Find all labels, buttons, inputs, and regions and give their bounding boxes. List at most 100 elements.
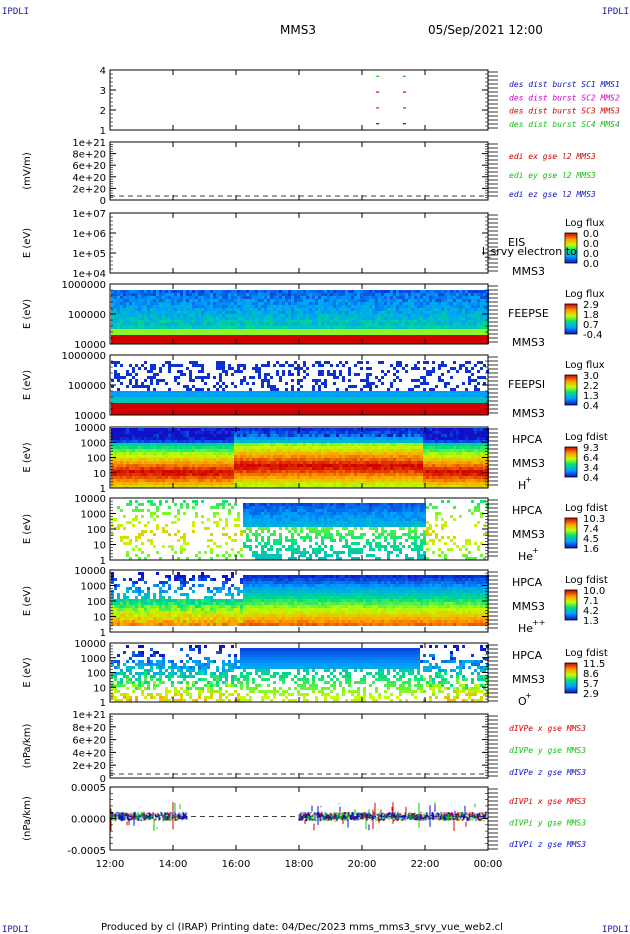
heatmap-cell <box>207 290 210 293</box>
heatmap-cell <box>426 296 429 299</box>
heatmap-cell <box>180 364 183 367</box>
heatmap-cell <box>225 308 228 311</box>
heatmap-cell <box>459 397 462 400</box>
heatmap-cell <box>174 458 177 461</box>
heatmap-cell <box>459 293 462 296</box>
heatmap-cell <box>243 446 246 449</box>
heatmap-cell <box>270 412 273 415</box>
heatmap-cell <box>366 308 369 311</box>
heatmap-cell <box>201 452 204 455</box>
heatmap-cell <box>321 299 324 302</box>
heatmap-cell <box>462 296 465 299</box>
heatmap-cell <box>291 317 294 320</box>
heatmap-cell <box>258 326 261 329</box>
heatmap-cell <box>465 361 468 364</box>
heatmap-cell <box>222 391 225 394</box>
heatmap-cell <box>357 320 360 323</box>
heatmap-cell <box>447 338 450 341</box>
heatmap-cell <box>396 406 399 409</box>
heatmap-cell <box>288 290 291 293</box>
heatmap-cell <box>441 400 444 403</box>
heatmap-cell <box>126 338 129 341</box>
heatmap-cell <box>462 335 465 338</box>
legend-entry-0-0: des dist burst SC1 MMS1 <box>509 80 620 89</box>
heatmap-cell <box>279 394 282 397</box>
heatmap-cell <box>321 290 324 293</box>
heatmap-cell <box>252 397 255 400</box>
heatmap-cell <box>372 394 375 397</box>
heatmap-cell <box>378 302 381 305</box>
heatmap-cell <box>414 403 417 406</box>
heatmap-cell <box>234 458 237 461</box>
heatmap-cell <box>282 311 285 314</box>
heatmap-cell <box>135 391 138 394</box>
heatmap-cell <box>345 338 348 341</box>
heatmap-cell <box>279 302 282 305</box>
heatmap-cell <box>231 305 234 308</box>
heatmap-cell <box>321 293 324 296</box>
heatmap-cell <box>270 302 273 305</box>
heatmap-cell <box>204 290 207 293</box>
heatmap-cell <box>168 296 171 299</box>
heatmap-cell <box>228 311 231 314</box>
colorbar-tick-2-3: 0.0 <box>583 259 599 270</box>
heatmap-cell <box>366 317 369 320</box>
heatmap-cell <box>474 329 477 332</box>
heatmap-cell <box>405 332 408 335</box>
heatmap-cell <box>300 323 303 326</box>
heatmap-cell <box>402 299 405 302</box>
heatmap-cell <box>453 397 456 400</box>
heatmap-cell <box>111 338 114 341</box>
heatmap-cell <box>168 440 171 443</box>
heatmap-cell <box>288 314 291 317</box>
heatmap-cell <box>351 341 354 344</box>
heatmap-cell <box>336 317 339 320</box>
heatmap-cell <box>198 476 201 479</box>
heatmap-cell <box>261 311 264 314</box>
heatmap-cell <box>438 302 441 305</box>
heatmap-cell <box>150 449 153 452</box>
y-tick-label-0-1: 3 <box>100 86 106 97</box>
heatmap-cell <box>135 397 138 400</box>
heatmap-cell <box>291 400 294 403</box>
heatmap-cell <box>129 455 132 458</box>
heatmap-cell <box>330 332 333 335</box>
heatmap-cell <box>390 335 393 338</box>
heatmap-cell <box>183 397 186 400</box>
heatmap-cell <box>345 305 348 308</box>
heatmap-cell <box>120 394 123 397</box>
heatmap-cell <box>312 406 315 409</box>
heatmap-cell <box>177 382 180 385</box>
heatmap-cell <box>303 329 306 332</box>
heatmap-cell <box>195 464 198 467</box>
heatmap-cell <box>270 376 273 379</box>
heatmap-cell <box>120 296 123 299</box>
heatmap-cell <box>219 308 222 311</box>
heatmap-cell <box>165 437 168 440</box>
heatmap-cell <box>201 446 204 449</box>
heatmap-cell <box>198 406 201 409</box>
heatmap-cell <box>354 409 357 412</box>
heatmap-cell <box>270 341 273 344</box>
heatmap-cell <box>369 367 372 370</box>
heatmap-cell <box>225 305 228 308</box>
heatmap-cell <box>318 335 321 338</box>
heatmap-cell <box>141 428 144 431</box>
heatmap-cell <box>450 314 453 317</box>
heatmap-cell <box>480 329 483 332</box>
heatmap-cell <box>120 376 123 379</box>
heatmap-cell <box>159 443 162 446</box>
heatmap-cell <box>297 311 300 314</box>
heatmap-cell <box>471 320 474 323</box>
heatmap-cell <box>150 305 153 308</box>
heatmap-cell <box>174 403 177 406</box>
heatmap-cell <box>162 452 165 455</box>
heatmap-cell <box>459 314 462 317</box>
heatmap-cell <box>138 473 141 476</box>
heatmap-cell <box>159 311 162 314</box>
heatmap-cell <box>249 406 252 409</box>
heatmap-cell <box>459 290 462 293</box>
heatmap-cell <box>261 409 264 412</box>
heatmap-cell <box>189 403 192 406</box>
heatmap-cell <box>432 296 435 299</box>
